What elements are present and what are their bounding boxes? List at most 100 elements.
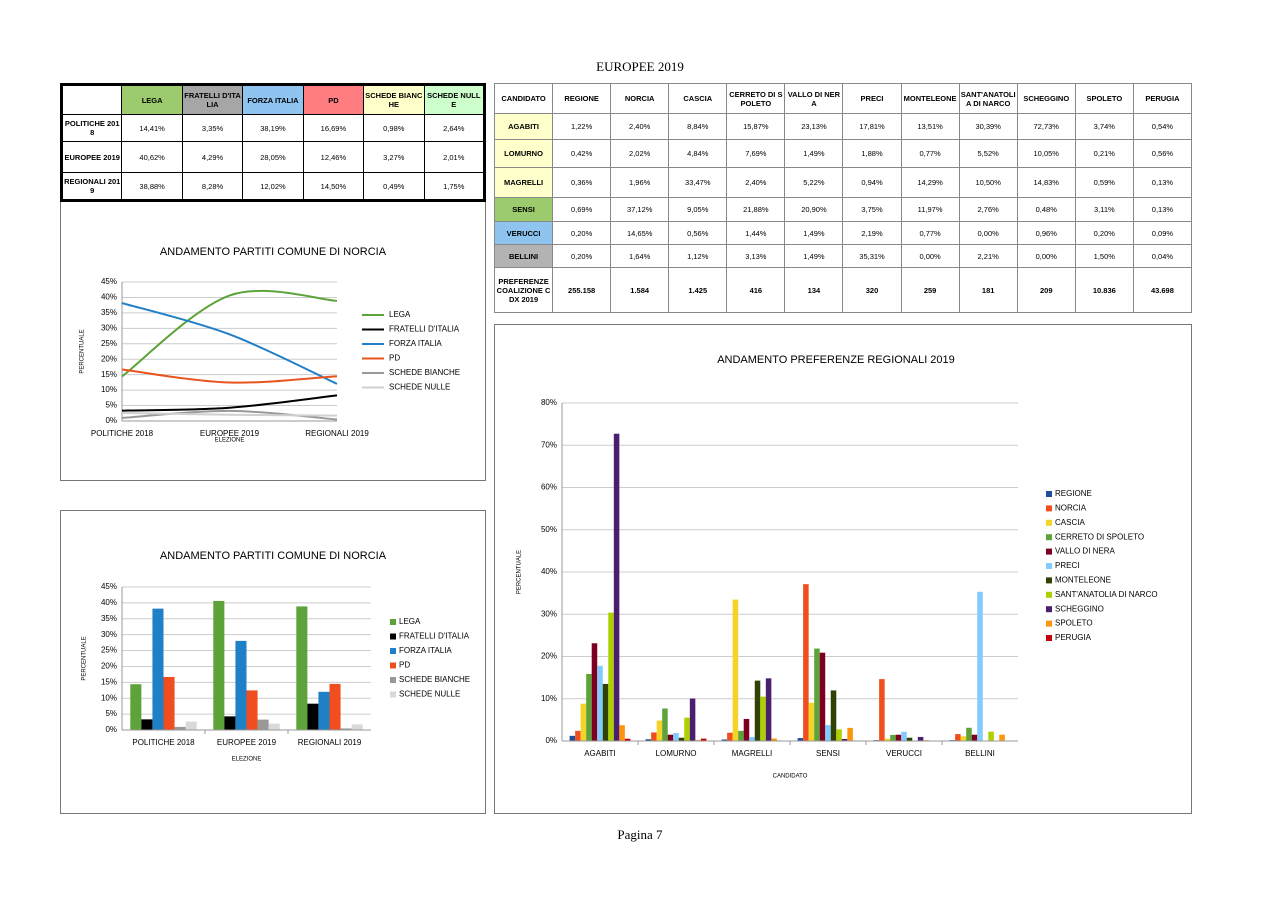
bar xyxy=(569,735,576,741)
table-cell: 0,21% xyxy=(1074,139,1134,168)
table-cell: 0,36% xyxy=(552,167,612,198)
bar xyxy=(743,718,750,741)
x-axis-label: ELEZIONE xyxy=(215,438,245,444)
legend-label: SPOLETO xyxy=(1055,619,1093,628)
table-cell: 0,13% xyxy=(1132,167,1193,198)
x-tick-label: BELLINI xyxy=(965,749,995,758)
row-header: AGABITI xyxy=(493,113,554,140)
table-cell: 38,88% xyxy=(121,172,183,201)
x-tick-label: POLITICHE 2018 xyxy=(91,429,154,438)
y-tick-label: 10% xyxy=(101,693,117,702)
table-cell: 17,81% xyxy=(842,113,902,140)
table-cell: 320 xyxy=(842,267,902,313)
line-series xyxy=(121,302,338,385)
chart-title: ANDAMENTO PARTITI COMUNE DI NORCIA xyxy=(160,550,387,562)
bar xyxy=(645,739,652,741)
table-cell: 14,41% xyxy=(121,114,183,142)
table-cell: 1,49% xyxy=(784,221,844,245)
bar xyxy=(185,721,197,730)
legend-label: FORZA ITALIA xyxy=(399,646,452,655)
x-tick-label: SENSI xyxy=(816,749,840,758)
row-header: BELLINI xyxy=(493,244,554,268)
row-header: PREFERENZE COALIZIONE CDX 2019 xyxy=(493,267,554,313)
table-cell: 1,44% xyxy=(726,221,786,245)
y-tick-label: 30% xyxy=(101,323,117,332)
legend-label: PRECI xyxy=(1055,561,1079,570)
table-row: AGABITI 1,22% 2,40% 8,84% 15,87% 23,13% 17,81%… xyxy=(493,113,1193,140)
legend-label: SCHEGGINO xyxy=(1055,604,1104,613)
y-tick-label: 80% xyxy=(541,398,557,407)
bar xyxy=(895,734,902,741)
table-cell: 1,96% xyxy=(610,167,670,198)
legend-label: PD xyxy=(399,661,410,670)
row-header: SENSI xyxy=(493,197,554,222)
legend-label: SCHEDE NULLE xyxy=(399,690,460,699)
table-cell: 209 xyxy=(1016,267,1076,313)
table-cell: 8,84% xyxy=(668,113,728,140)
bar xyxy=(819,652,826,741)
y-tick-label: 45% xyxy=(101,277,117,286)
table-cell: 12,02% xyxy=(242,172,304,201)
legend-label: REGIONE xyxy=(1055,489,1092,498)
table-cell: 35,31% xyxy=(842,244,902,268)
page-footer: Pagina 7 xyxy=(617,827,663,842)
legend-label: SCHEDE BIANCHE xyxy=(399,675,470,684)
bar xyxy=(830,690,837,741)
table-cell: 0,00% xyxy=(958,221,1018,245)
y-tick-label: 25% xyxy=(101,646,117,655)
bar xyxy=(602,683,609,741)
table-cell: 1,50% xyxy=(1074,244,1134,268)
column-header: LEGA xyxy=(121,84,183,115)
column-header: SCHEGGINO xyxy=(1016,83,1076,114)
legend-swatch xyxy=(390,619,396,625)
y-tick-label: 10% xyxy=(101,385,117,394)
table-cell: 0,04% xyxy=(1132,244,1193,268)
legend-label: PD xyxy=(389,354,400,363)
table-row: CANDIDATO REGIONE NORCIA CASCIA CERRETO DI S… xyxy=(493,83,1193,114)
table-cell: 0,20% xyxy=(552,244,612,268)
candidate-table: CANDIDATO REGIONE NORCIA CASCIA CERRETO DI S… xyxy=(493,83,1193,313)
table-cell: 28,05% xyxy=(242,141,304,173)
y-tick-label: 40% xyxy=(541,567,557,576)
legend-swatch xyxy=(1046,563,1052,569)
bar xyxy=(814,648,820,741)
table-row: REGIONALI 2019 38,88% 8,28% 12,02% 14,50% 0,4… xyxy=(60,172,486,201)
bar xyxy=(580,703,587,741)
column-header: REGIONE xyxy=(552,83,612,114)
bar xyxy=(662,708,668,741)
table-row: EUROPEE 2019 40,62% 4,29% 28,05% 12,46% 3,27%… xyxy=(60,141,486,173)
y-tick-label: 15% xyxy=(101,370,117,379)
bar xyxy=(803,584,809,741)
y-tick-label: 60% xyxy=(541,483,557,492)
bar xyxy=(760,696,766,741)
table-cell: 10,50% xyxy=(958,167,1018,198)
bar xyxy=(257,719,269,730)
table-cell: 0,94% xyxy=(842,167,902,198)
bar xyxy=(613,433,620,741)
y-tick-label: 45% xyxy=(101,582,117,591)
table-cell: 2,76% xyxy=(958,197,1018,222)
party-table: LEGA FRATELLI D'ITALIA FORZA ITALIA PD SCHED… xyxy=(60,83,486,202)
legend-swatch xyxy=(390,677,396,683)
bar xyxy=(678,737,685,741)
table-cell: 3,75% xyxy=(842,197,902,222)
bar xyxy=(749,737,755,741)
bar xyxy=(738,730,744,741)
bar xyxy=(906,737,913,741)
table-cell: 3,13% xyxy=(726,244,786,268)
column-header: NORCIA xyxy=(610,83,670,114)
table-cell: 3,11% xyxy=(1074,197,1134,222)
chart-frame xyxy=(494,324,1192,814)
bar xyxy=(999,734,1005,741)
bar xyxy=(163,676,175,730)
bar xyxy=(224,716,236,730)
table-cell: 3,35% xyxy=(181,114,244,142)
table-cell: 2,21% xyxy=(958,244,1018,268)
bar xyxy=(329,683,341,730)
legend-label: CERRETO DI SPOLETO xyxy=(1055,532,1144,541)
y-tick-label: 20% xyxy=(541,652,557,661)
row-header: REGIONALI 2019 xyxy=(60,172,123,201)
y-tick-label: 0% xyxy=(105,725,117,734)
bar xyxy=(689,698,696,741)
